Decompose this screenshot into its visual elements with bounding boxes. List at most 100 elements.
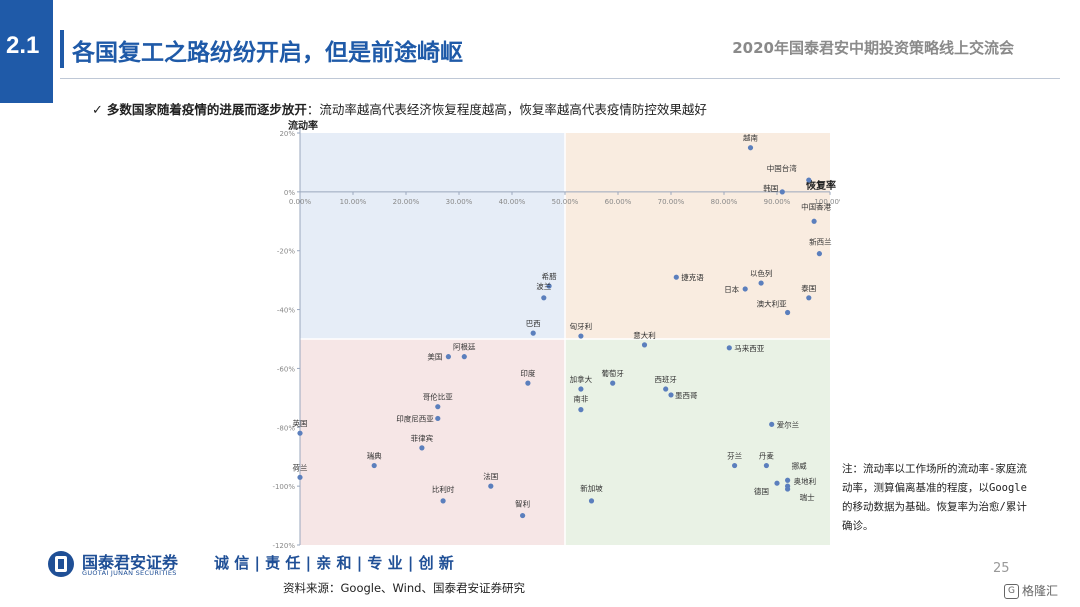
- logo-text-en: GUOTAI JUNAN SECURITIES: [82, 569, 177, 577]
- data-point-label: 哥伦比亚: [423, 392, 453, 402]
- x-tick-label: 90.00%: [764, 198, 791, 206]
- data-point-label: 南非: [573, 394, 588, 404]
- data-source: 资料来源：Google、Wind、国泰君安证券研究: [283, 581, 525, 595]
- data-point-label: 丹麦: [759, 451, 774, 461]
- logo-text-cn: 国泰君安证券: [82, 553, 179, 572]
- data-point-label: 美国: [427, 352, 442, 362]
- x-tick-label: 70.00%: [658, 198, 685, 206]
- x-axis-title: 恢复率: [806, 179, 836, 192]
- data-point: [530, 330, 536, 336]
- y-tick-label: -100%: [272, 483, 295, 491]
- data-point: [488, 483, 494, 489]
- data-point-label: 加拿大: [570, 374, 593, 384]
- data-point-label: 阿根廷: [453, 342, 476, 352]
- data-point-label: 波兰: [536, 281, 551, 291]
- y-tick-label: -80%: [277, 424, 295, 432]
- check-icon: ✓: [92, 103, 103, 118]
- data-point-label: 中国香港: [801, 201, 831, 211]
- data-point: [732, 462, 738, 469]
- data-point-label: 德国: [754, 486, 769, 496]
- data-point-label: 西班牙: [654, 374, 677, 384]
- data-point: [774, 480, 780, 486]
- data-point: [445, 354, 451, 360]
- data-point-label: 中国台湾: [767, 163, 797, 173]
- data-point: [769, 421, 775, 427]
- data-point: [435, 415, 441, 422]
- data-point: [668, 392, 674, 398]
- data-point-label: 马来西亚: [734, 344, 764, 353]
- data-point-label: 以色列: [750, 268, 773, 278]
- quadrant-bottom-left: [300, 339, 565, 545]
- data-point-label: 印度: [520, 368, 535, 378]
- quadrant-top-left: [300, 133, 565, 339]
- data-point: [520, 512, 526, 519]
- title-accent-bar: [60, 30, 64, 68]
- scatter-chart: 20% 0% -20% -40% -60% -80% -100% -120% 0.00% 10.0…: [272, 119, 840, 550]
- data-point-label: 英国: [293, 418, 308, 428]
- quadrant-top-right: [565, 133, 830, 339]
- y-tick-label: -60%: [277, 365, 295, 373]
- y-tick-label: -120%: [272, 542, 295, 550]
- y-tick-label: 0%: [284, 189, 295, 197]
- data-point-label: 日本: [724, 284, 739, 294]
- data-point: [785, 309, 791, 316]
- data-point-label: 瑞典: [367, 451, 382, 461]
- data-point-label: 荷兰: [293, 462, 308, 472]
- bullet-point: ✓ 多数国家随着疫情的进展而逐步放开：流动率越高代表经济恢复程度越高，恢复率越高代…: [92, 99, 707, 118]
- x-tick-label: 10.00%: [340, 198, 367, 206]
- page-number: 25: [993, 561, 1010, 576]
- section-number-box: 2.1: [0, 0, 53, 103]
- data-point: [541, 295, 547, 301]
- y-axis-title: 流动率: [288, 119, 318, 132]
- data-point: [578, 386, 584, 392]
- data-point-label: 爱尔兰: [777, 419, 800, 429]
- header-divider: [60, 78, 1060, 79]
- data-point: [578, 407, 584, 413]
- bullet-bold-text: 多数国家随着疫情的进展而逐步放开: [106, 102, 307, 117]
- data-point-label: 法国: [483, 471, 498, 481]
- data-point: [811, 218, 817, 224]
- company-values: 诚 信 | 责 任 | 亲 和 | 专 业 | 创 新: [214, 554, 454, 572]
- data-point: [440, 498, 446, 504]
- data-point-label: 泰国: [801, 283, 816, 293]
- data-point: [461, 354, 467, 360]
- y-tick-label: 20%: [279, 130, 295, 138]
- x-tick-label: 80.00%: [711, 198, 738, 206]
- data-point: [806, 295, 812, 301]
- data-point-label: 瑞士: [800, 492, 815, 502]
- data-point-label: 葡萄牙: [601, 368, 624, 378]
- data-point: [297, 430, 303, 436]
- data-point: [758, 280, 764, 286]
- chart-note: 注：流动率以工作场所的流动率-家庭流动率，测算偏离基准的程度，以Google的移…: [842, 463, 1027, 532]
- y-tick-label: -40%: [277, 307, 295, 315]
- x-tick-label: 50.00%: [552, 198, 579, 206]
- bullet-text: ：流动率越高代表经济恢复程度越高，恢复率越高代表疫情防控效果越好: [306, 102, 707, 117]
- x-tick-label: 30.00%: [446, 198, 473, 206]
- section-number: 2.1: [6, 32, 40, 59]
- data-point: [525, 380, 531, 386]
- page-title: 各国复工之路纷纷开启，但是前途崎岖: [72, 40, 463, 66]
- x-tick-label: 20.00%: [393, 198, 420, 206]
- data-point-label: 墨西哥: [675, 391, 698, 400]
- data-point: [785, 477, 791, 483]
- data-point: [726, 345, 732, 351]
- data-point: [578, 333, 584, 339]
- x-tick-label: 40.00%: [499, 198, 526, 206]
- data-point-label: 越南: [743, 133, 758, 143]
- data-point-label: 新加坡: [580, 483, 603, 493]
- data-point: [673, 274, 679, 280]
- x-tick-label: 100.00%: [814, 198, 840, 206]
- data-point-label: 意大利: [633, 330, 656, 340]
- data-point: [785, 486, 791, 492]
- data-point-label: 芬兰: [727, 451, 743, 461]
- data-point-label: 澳大利亚: [757, 299, 787, 309]
- data-point-label: 菲律宾: [411, 433, 434, 443]
- data-point-label: 巴西: [526, 319, 541, 328]
- x-tick-label: 60.00%: [605, 198, 632, 206]
- data-point-label: 匈牙利: [570, 321, 593, 331]
- data-point-label: 新西兰: [809, 237, 832, 247]
- watermark-icon: G: [1004, 584, 1019, 599]
- data-point: [663, 386, 669, 392]
- data-point: [435, 404, 441, 410]
- data-point-label: 奥地利: [794, 476, 817, 486]
